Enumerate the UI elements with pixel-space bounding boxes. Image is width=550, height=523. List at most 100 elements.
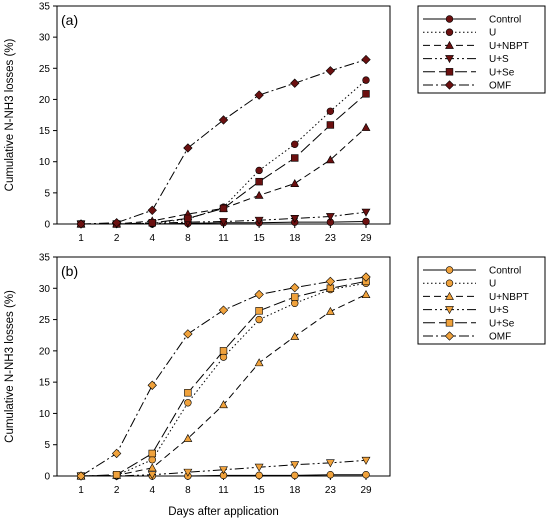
- data-point: [291, 471, 299, 480]
- data-point: [290, 282, 300, 293]
- y-tick-label: 30: [39, 33, 51, 44]
- data-point: [361, 290, 371, 298]
- series-line: [81, 211, 367, 225]
- y-tick-label: 35: [39, 253, 51, 264]
- data-point: [112, 471, 121, 479]
- legend-label: U+S: [489, 305, 509, 316]
- data-point: [291, 299, 299, 308]
- y-tick-label: 25: [39, 315, 51, 326]
- data-point: [326, 471, 335, 479]
- legend-marker: [445, 68, 454, 76]
- data-point: [148, 449, 156, 458]
- data-point: [325, 66, 336, 76]
- legend: Control U U+NBPT U+S U+Se OMF: [417, 256, 546, 345]
- data-point: [291, 140, 299, 148]
- x-tick-label: 8: [185, 233, 191, 244]
- legend-entry: Control: [423, 15, 521, 26]
- legend-entry: U+Se: [423, 318, 515, 329]
- data-point: [147, 463, 157, 472]
- data-point: [254, 289, 264, 300]
- data-point: [325, 306, 335, 315]
- legend-box: [417, 256, 546, 345]
- x-tick-label: 11: [218, 233, 229, 244]
- y-tick-label: 35: [39, 2, 51, 13]
- y-axis-label: Cumulative N-NH3 losses (%): [4, 38, 16, 191]
- legend-marker: [444, 80, 455, 90]
- data-point: [219, 466, 228, 475]
- legend-entry: U+NBPT: [423, 40, 529, 52]
- legend-label: U+NBPT: [489, 292, 529, 303]
- legend-label: U+Se: [489, 67, 515, 78]
- data-point: [76, 471, 86, 481]
- y-tick-label: 5: [44, 440, 50, 451]
- data-point: [183, 329, 193, 339]
- legend-entry: U+NBPT: [423, 291, 529, 303]
- data-point: [290, 178, 300, 187]
- legend-label: U+NBPT: [489, 41, 529, 52]
- data-point: [148, 219, 156, 227]
- data-point: [361, 456, 371, 465]
- data-point: [325, 459, 335, 468]
- data-point: [326, 121, 335, 129]
- data-point: [254, 463, 264, 472]
- data-point: [326, 107, 335, 115]
- data-point: [218, 305, 229, 315]
- x-tick-label: 11: [218, 485, 229, 496]
- data-point: [254, 190, 264, 199]
- chart-panel-b: 0 5 10 15 20 25 30 35 1 2 4 8 11 15 18 23 29 Cumulative N…: [4, 253, 546, 518]
- y-tick-label: 10: [39, 409, 51, 420]
- legend-marker: [445, 15, 454, 23]
- series-omf: [76, 54, 371, 229]
- legend-label: U: [489, 28, 496, 39]
- y-axis-label: Cumulative N-NH3 losses (%): [4, 290, 16, 443]
- x-tick-label: 15: [254, 233, 266, 244]
- panel-label: (a): [61, 12, 78, 28]
- legend-entry: OMF: [423, 331, 511, 343]
- data-point: [290, 461, 300, 470]
- series-omf: [76, 272, 371, 481]
- legend-label: OMF: [489, 332, 511, 343]
- legend-marker: [445, 291, 454, 300]
- data-point: [147, 471, 157, 480]
- series-u-se: [77, 90, 370, 228]
- legend-label: Control: [489, 15, 521, 26]
- legend-marker: [444, 331, 455, 341]
- data-point: [255, 471, 263, 480]
- x-tick-label: 23: [325, 485, 337, 496]
- x-tick-label: 1: [78, 233, 84, 244]
- legend-label: Control: [489, 266, 521, 277]
- legend-marker: [445, 306, 454, 315]
- data-point: [184, 214, 192, 223]
- y-tick-label: 0: [44, 220, 50, 231]
- data-point: [291, 293, 299, 301]
- chart-panel-a: 0 5 10 15 20 25 30 35 1 2 4 8 11 15 18 23 29 Cumulative N…: [4, 2, 546, 244]
- legend-label: U+S: [489, 54, 509, 65]
- legend-marker: [445, 319, 454, 327]
- y-tick-label: 15: [39, 126, 51, 137]
- legend-entry: U+S: [423, 54, 509, 65]
- y-tick-label: 10: [39, 157, 51, 168]
- x-tick-label: 23: [325, 233, 337, 244]
- data-point: [255, 177, 263, 186]
- panel-label: (b): [61, 263, 78, 279]
- data-point: [219, 347, 228, 355]
- data-point: [362, 90, 370, 98]
- series-line: [80, 59, 367, 225]
- data-point: [290, 214, 300, 223]
- data-point: [219, 353, 228, 361]
- legend-marker: [445, 266, 454, 274]
- data-point: [325, 213, 335, 222]
- legend-label: U+Se: [489, 318, 515, 329]
- data-point: [147, 380, 157, 390]
- data-point: [219, 204, 228, 213]
- x-tick-label: 4: [149, 233, 155, 244]
- legend-marker: [445, 55, 454, 64]
- data-point: [254, 216, 264, 225]
- data-point: [254, 90, 264, 100]
- x-tick-label: 4: [149, 485, 155, 496]
- y-tick-label: 20: [39, 346, 51, 357]
- legend-entry: U: [423, 28, 496, 39]
- data-point: [183, 143, 193, 153]
- data-point: [147, 205, 157, 215]
- x-axis-label: Days after application: [168, 506, 279, 518]
